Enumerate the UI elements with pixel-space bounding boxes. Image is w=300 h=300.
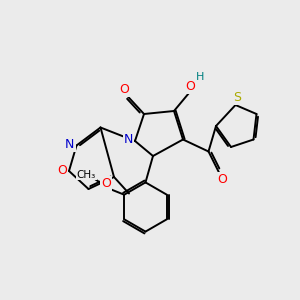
Text: O: O — [58, 164, 67, 178]
Text: O: O — [186, 80, 195, 93]
Text: N: N — [124, 133, 133, 146]
Text: O: O — [217, 172, 227, 186]
Text: N: N — [65, 137, 75, 151]
Text: H: H — [196, 71, 205, 82]
Text: CH₃: CH₃ — [76, 169, 96, 180]
Text: S: S — [233, 91, 241, 104]
Text: O: O — [120, 82, 129, 96]
Text: O: O — [101, 177, 111, 190]
